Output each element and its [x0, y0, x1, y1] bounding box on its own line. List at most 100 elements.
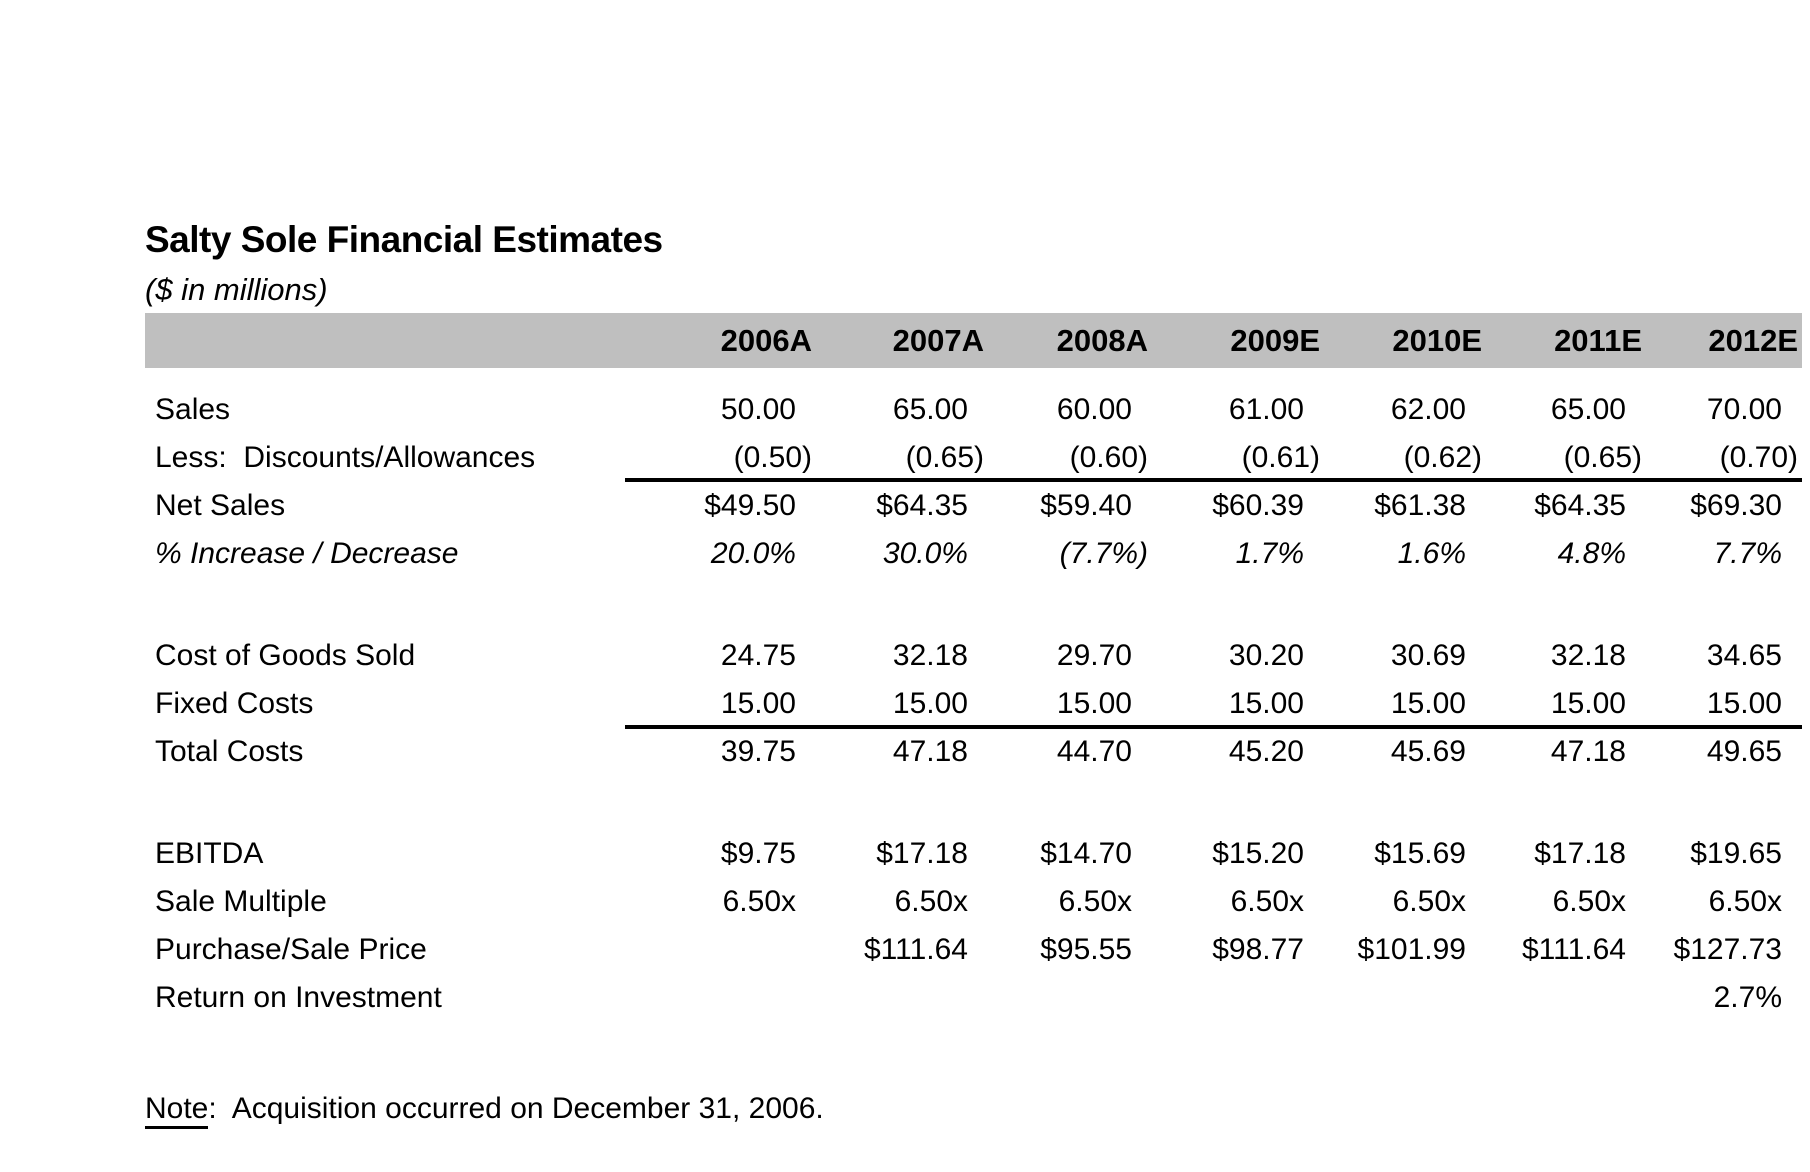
- cell-value: 30.20: [1228, 639, 1304, 672]
- table-row: Total Costs 39.75 47.18 44.70 45.20 45.69 47.1…: [145, 728, 1802, 776]
- column-header-2006A: 2006A: [644, 313, 816, 368]
- spacer-cell: [145, 578, 1802, 632]
- cell-value: 60.00: [1056, 393, 1132, 426]
- cell-value: 1.7%: [1235, 537, 1304, 570]
- cell-value: 6.50x: [1230, 885, 1304, 918]
- cell-value: 4.8%: [1557, 537, 1626, 570]
- cell-value: 15.00: [892, 687, 968, 720]
- cell-value: 15.00: [1056, 687, 1132, 720]
- cell-value: 61.00: [1228, 393, 1304, 426]
- note: Note: Acquisition occurred on December 3…: [145, 1090, 824, 1129]
- row-label: EBITDA: [155, 837, 264, 870]
- table-row: Fixed Costs 15.00 15.00 15.00 15.00 15.00 15.0…: [145, 680, 1802, 728]
- cell-value: (7.7%): [1059, 537, 1148, 570]
- cell-value: [644, 926, 816, 974]
- table-row: Sale Multiple 6.50x 6.50x 6.50x 6.50x 6.50x 6.…: [145, 878, 1802, 926]
- cell-value: $64.35: [1534, 489, 1626, 522]
- cell-value: 44.70: [1056, 735, 1132, 768]
- cell-value: 65.00: [892, 393, 968, 426]
- cell-value: (0.65): [1563, 441, 1642, 474]
- corner-cell: [145, 313, 644, 368]
- cell-value: (0.50): [733, 441, 812, 474]
- cell-value: 29.70: [1056, 639, 1132, 672]
- cell-value: (0.70): [1719, 441, 1798, 474]
- cell-value: $127.73: [1673, 933, 1782, 966]
- cell-value: (0.65): [905, 441, 984, 474]
- cell-value: $60.39: [1212, 489, 1304, 522]
- cell-value: $69.30: [1690, 489, 1782, 522]
- table-row: Cost of Goods Sold 24.75 32.18 29.70 30.20 30…: [145, 632, 1802, 680]
- cell-value: 2.7%: [1713, 981, 1782, 1014]
- table-row: Net Sales $49.50 $64.35 $59.40 $60.39 $61.38 $…: [145, 482, 1802, 530]
- table-row: Return on Investment 2.7%: [145, 974, 1802, 1022]
- cell-value: 6.50x: [1552, 885, 1626, 918]
- cell-value: 34.65: [1706, 639, 1782, 672]
- cell-value: [988, 974, 1152, 1022]
- column-header-2010E: 2010E: [1324, 313, 1486, 368]
- cell-value: 24.75: [720, 639, 796, 672]
- section-gap-row: [145, 776, 1802, 830]
- cell-value: (0.60): [1069, 441, 1148, 474]
- cell-value: 6.50x: [894, 885, 968, 918]
- spacer-cell: [145, 368, 1802, 386]
- cell-value: 32.18: [892, 639, 968, 672]
- cell-value: $98.77: [1212, 933, 1304, 966]
- cell-value: $17.18: [1534, 837, 1626, 870]
- table-row: % Increase / Decrease 20.0% 30.0% (7.7%) 1.7…: [145, 530, 1802, 578]
- cell-value: 47.18: [1550, 735, 1626, 768]
- column-header-2008A: 2008A: [988, 313, 1152, 368]
- cell-value: 47.18: [892, 735, 968, 768]
- cell-value: 50.00: [720, 393, 796, 426]
- cell-value: 6.50x: [1708, 885, 1782, 918]
- cell-value: 45.20: [1228, 735, 1304, 768]
- column-header-2009E: 2009E: [1152, 313, 1324, 368]
- cell-value: $19.65: [1690, 837, 1782, 870]
- cell-value: $111.64: [1522, 933, 1626, 966]
- cell-value: 7.7%: [1713, 537, 1782, 570]
- cell-value: 15.00: [1228, 687, 1304, 720]
- table-row: EBITDA $9.75 $17.18 $14.70 $15.20 $15.69 $17.1…: [145, 830, 1802, 878]
- note-label: Note: [145, 1092, 209, 1129]
- cell-value: [816, 974, 988, 1022]
- cell-value: $15.20: [1212, 837, 1304, 870]
- cell-value: $15.69: [1374, 837, 1466, 870]
- row-label: Net Sales: [155, 489, 286, 522]
- table-row: Sales 50.00 65.00 60.00 61.00 62.00 65.00 70.00: [145, 386, 1802, 434]
- cell-value: 6.50x: [1058, 885, 1132, 918]
- cell-value: 15.00: [1390, 687, 1466, 720]
- cell-value: 32.18: [1550, 639, 1626, 672]
- cell-value: 15.00: [720, 687, 796, 720]
- cell-value: $59.40: [1040, 489, 1132, 522]
- cell-value: $14.70: [1040, 837, 1132, 870]
- row-label: Cost of Goods Sold: [155, 639, 416, 672]
- column-header-2011E: 2011E: [1486, 313, 1646, 368]
- table-row: Less: Discounts/Allowances (0.50) (0.65) (0…: [145, 434, 1802, 482]
- row-label: Less: Discounts/Allowances: [155, 441, 536, 474]
- cell-value: 30.69: [1390, 639, 1466, 672]
- cell-value: 65.00: [1550, 393, 1626, 426]
- cell-value: $61.38: [1374, 489, 1466, 522]
- section-gap-row: [145, 578, 1802, 632]
- cell-value: 49.65: [1706, 735, 1782, 768]
- row-label: Purchase/Sale Price: [155, 933, 427, 966]
- cell-value: 6.50x: [722, 885, 796, 918]
- table-row: Purchase/Sale Price $111.64 $95.55 $98.77 $1…: [145, 926, 1802, 974]
- note-text: : Acquisition occurred on December 31, 2…: [208, 1092, 824, 1125]
- cell-value: 20.0%: [710, 537, 796, 570]
- cell-value: [1152, 974, 1324, 1022]
- cell-value: $101.99: [1357, 933, 1466, 966]
- financial-table-body: Sales 50.00 65.00 60.00 61.00 62.00 65.00 70.00…: [145, 368, 1802, 1022]
- cell-value: $49.50: [704, 489, 796, 522]
- cell-value: $9.75: [720, 837, 796, 870]
- document-subtitle: ($ in millions): [145, 272, 328, 307]
- cell-value: [644, 974, 816, 1022]
- subtotal-rule-fixed-costs: [625, 725, 1802, 729]
- row-label: Sales: [155, 393, 231, 426]
- cell-value: $95.55: [1040, 933, 1132, 966]
- cell-value: [1324, 974, 1486, 1022]
- row-label: Return on Investment: [155, 981, 442, 1014]
- cell-value: 15.00: [1550, 687, 1626, 720]
- cell-value: (0.62): [1403, 441, 1482, 474]
- cell-value: (0.61): [1241, 441, 1320, 474]
